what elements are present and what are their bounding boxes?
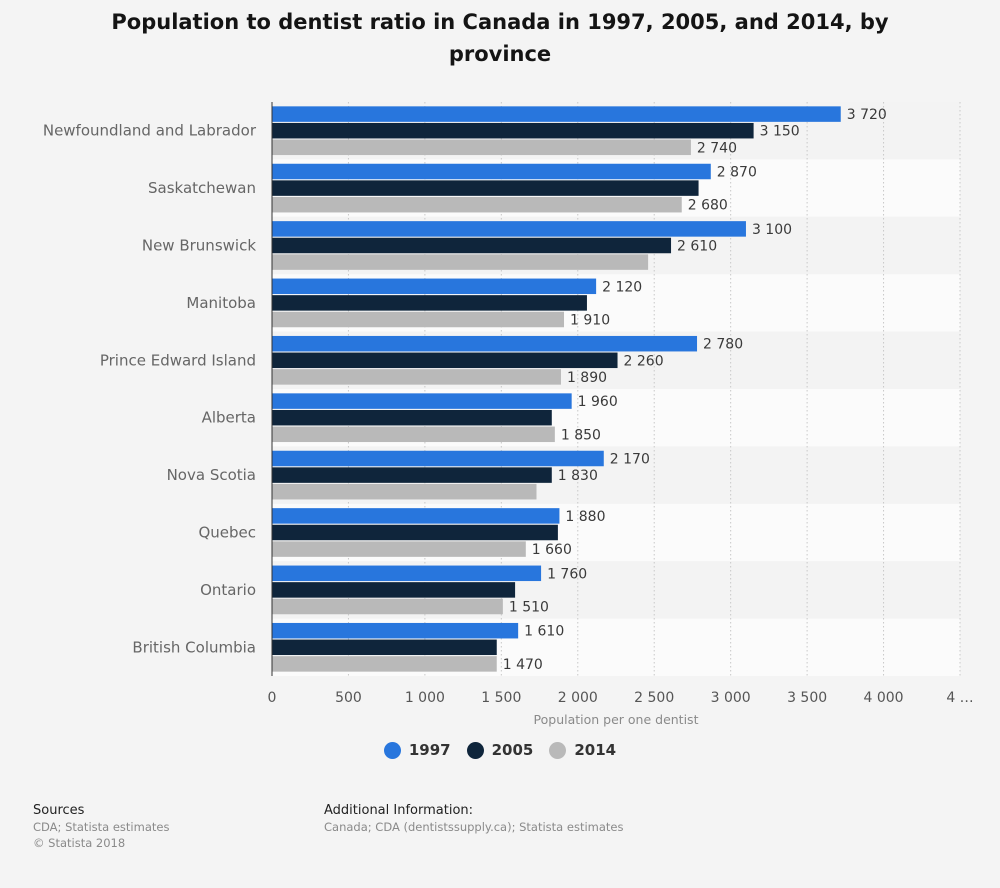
bar-2014[interactable] xyxy=(272,196,682,213)
value-label-2014: 1 850 xyxy=(561,427,601,443)
bar-1997[interactable] xyxy=(272,335,698,352)
bar-1997[interactable] xyxy=(272,393,572,409)
bar-2014[interactable] xyxy=(272,483,537,500)
legend-label-2014: 2014 xyxy=(574,741,617,759)
value-label-1997: 3 100 xyxy=(752,222,792,238)
bar-1997[interactable] xyxy=(272,622,519,639)
x-tick-label: 3 500 xyxy=(787,690,827,706)
value-label-1997: 2 870 xyxy=(717,165,757,181)
legend-item-2014[interactable]: 2014 xyxy=(549,741,616,759)
legend-marker-2005 xyxy=(466,741,484,759)
bar-2014[interactable] xyxy=(272,369,561,385)
category-label: Prince Edward Island xyxy=(100,351,256,369)
bar-1997[interactable] xyxy=(272,106,841,122)
value-label-2014: 1 470 xyxy=(503,657,543,673)
bar-series xyxy=(272,106,841,672)
value-label-2014: 1 510 xyxy=(509,600,549,616)
category-label: Saskatchewan xyxy=(148,179,256,197)
value-label-2014: 1 660 xyxy=(532,542,572,558)
bar-2014[interactable] xyxy=(272,598,503,615)
category-label: Quebec xyxy=(198,524,256,542)
bar-2014[interactable] xyxy=(272,541,526,557)
bar-2014[interactable] xyxy=(272,311,565,328)
bar-1997[interactable] xyxy=(272,450,604,467)
x-tick-label: 0 xyxy=(268,690,277,706)
value-label-1997: 2 170 xyxy=(610,452,650,468)
bar-2005[interactable] xyxy=(272,467,552,483)
legend-marker-2014 xyxy=(549,741,567,759)
bar-2005[interactable] xyxy=(272,352,618,369)
chart-title: Population to dentist ratio in Canada in… xyxy=(111,10,889,66)
bar-1997[interactable] xyxy=(272,278,597,295)
bar-2014[interactable] xyxy=(272,254,649,270)
legend-item-2005[interactable]: 2005 xyxy=(466,741,534,759)
bar-2005[interactable] xyxy=(272,122,754,139)
x-tick-label: 1 500 xyxy=(481,690,521,706)
category-label: Alberta xyxy=(202,409,256,427)
copyright-line: © Statista 2018 xyxy=(33,836,126,850)
category-label: Nova Scotia xyxy=(167,466,256,484)
x-tick-label: 500 xyxy=(335,690,362,706)
category-label: Newfoundland and Labrador xyxy=(43,122,257,140)
additional-info-line: Canada; CDA (dentistssupply.ca); Statist… xyxy=(324,820,624,834)
value-label-2005: 2 610 xyxy=(677,239,717,255)
x-tick-label: 4 … xyxy=(946,690,973,706)
x-tick-label: 2 000 xyxy=(558,690,598,706)
value-label-1997: 2 120 xyxy=(602,279,642,295)
value-label-1997: 1 960 xyxy=(578,394,618,410)
bar-1997[interactable] xyxy=(272,508,560,524)
x-tick-label: 3 000 xyxy=(711,690,751,706)
bar-2005[interactable] xyxy=(272,237,672,254)
additional-info-title[interactable]: Additional Information: xyxy=(324,803,474,818)
legend-item-1997[interactable]: 1997 xyxy=(383,741,451,759)
value-label-1997: 2 780 xyxy=(703,337,743,353)
value-label-2005: 3 150 xyxy=(760,124,800,140)
value-label-2014: 1 890 xyxy=(567,370,607,386)
sources-title[interactable]: Sources xyxy=(33,803,85,818)
bar-2005[interactable] xyxy=(272,295,587,311)
bar-2005[interactable] xyxy=(272,582,516,598)
bar-2014[interactable] xyxy=(272,139,691,156)
legend: 1997 2005 2014 xyxy=(0,741,1000,759)
bar-1997[interactable] xyxy=(272,163,711,180)
category-label: British Columbia xyxy=(132,638,256,656)
bar-chart: 3 720 3 150 2 740 2 870 2 680 3 100 2 610 2 120… xyxy=(43,102,974,727)
bar-2005[interactable] xyxy=(272,524,558,541)
value-label-2005: 1 830 xyxy=(558,468,598,484)
bar-2014[interactable] xyxy=(272,656,497,672)
sources-block: Sources CDA; Statista estimates © Statis… xyxy=(33,802,169,851)
category-label: Manitoba xyxy=(186,294,256,312)
value-label-1997: 1 760 xyxy=(547,566,587,582)
x-tick-label: 4 000 xyxy=(864,690,904,706)
value-label-2014: 1 910 xyxy=(570,313,610,329)
bar-1997[interactable] xyxy=(272,221,746,237)
x-tick-labels: 0 500 1 000 1 500 2 000 2 500 3 000 3 500 4 000 4… xyxy=(268,690,974,706)
bar-2005[interactable] xyxy=(272,639,497,656)
value-label-2005: 2 260 xyxy=(624,353,664,369)
bar-2014[interactable] xyxy=(272,426,555,443)
value-labels: 3 720 3 150 2 740 2 870 2 680 3 100 2 610 2 120… xyxy=(503,107,887,673)
additional-info-block: Additional Information: Canada; CDA (den… xyxy=(324,802,623,835)
legend-label-2005: 2005 xyxy=(491,741,534,759)
bar-2005[interactable] xyxy=(272,409,552,426)
value-label-1997: 3 720 xyxy=(847,107,887,123)
category-label: New Brunswick xyxy=(142,237,256,255)
legend-label-1997: 1997 xyxy=(408,741,451,759)
bar-1997[interactable] xyxy=(272,565,542,582)
legend-marker-1997 xyxy=(383,741,401,759)
value-label-1997: 1 610 xyxy=(524,624,564,640)
value-label-2014: 2 680 xyxy=(688,198,728,214)
value-label-2014: 2 740 xyxy=(697,140,737,156)
sources-line: CDA; Statista estimates xyxy=(33,820,170,834)
value-label-1997: 1 880 xyxy=(565,509,605,525)
category-label: Ontario xyxy=(200,581,256,599)
x-tick-label: 1 000 xyxy=(405,690,445,706)
x-tick-label: 2 500 xyxy=(634,690,674,706)
bar-2005[interactable] xyxy=(272,180,699,196)
x-axis-title: Population per one dentist xyxy=(534,712,699,727)
category-labels: Newfoundland and Labrador Saskatchewan New… xyxy=(43,122,257,657)
